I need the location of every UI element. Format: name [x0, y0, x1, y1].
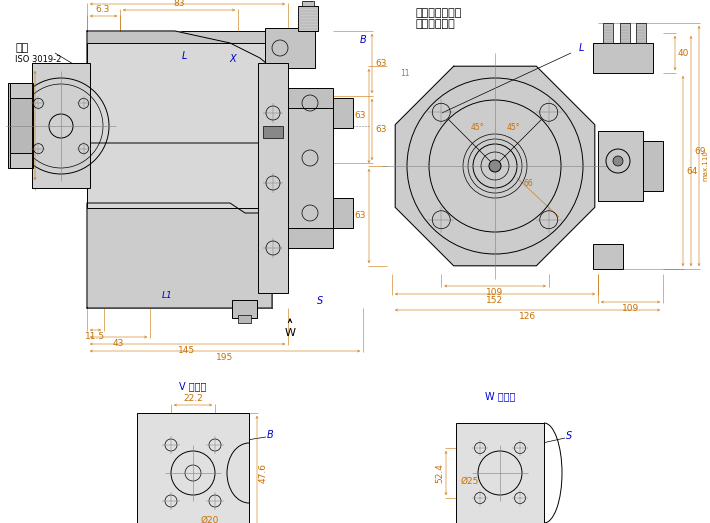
- Text: B: B: [360, 35, 366, 45]
- Text: V: V: [305, 1, 313, 11]
- Text: Ø80: Ø80: [18, 118, 26, 134]
- Text: -0.046: -0.046: [28, 121, 33, 141]
- Text: 195: 195: [217, 353, 234, 362]
- Bar: [636, 23, 646, 43]
- Bar: [232, 300, 257, 318]
- Polygon shape: [87, 203, 272, 308]
- Text: 法兰: 法兰: [15, 43, 28, 53]
- Bar: [32, 63, 87, 188]
- Text: 108: 108: [178, 0, 196, 2]
- Text: 109: 109: [486, 288, 503, 297]
- Text: Ø25: Ø25: [461, 476, 479, 485]
- Bar: [87, 38, 272, 308]
- Bar: [593, 43, 653, 73]
- Text: 22.2: 22.2: [183, 394, 203, 403]
- Text: L1: L1: [162, 290, 173, 300]
- Bar: [258, 63, 288, 293]
- Bar: [10, 83, 32, 168]
- Bar: [87, 68, 272, 153]
- Bar: [32, 67, 90, 185]
- Text: V 向视图: V 向视图: [180, 381, 207, 391]
- Bar: [10, 98, 32, 153]
- Text: 11.5: 11.5: [85, 332, 105, 341]
- Text: 126: 126: [519, 312, 536, 321]
- Text: W 向视图: W 向视图: [485, 391, 515, 401]
- Bar: [298, 6, 318, 31]
- Text: 109: 109: [622, 304, 639, 313]
- Circle shape: [613, 156, 623, 166]
- Text: B: B: [267, 430, 274, 440]
- Bar: [265, 28, 315, 68]
- Text: S: S: [317, 296, 323, 306]
- Bar: [333, 98, 353, 128]
- Text: Ø20: Ø20: [201, 516, 219, 523]
- Bar: [263, 126, 283, 138]
- Text: 66: 66: [523, 179, 532, 188]
- Text: 63: 63: [375, 126, 386, 134]
- Text: 63: 63: [375, 60, 386, 69]
- Text: 40: 40: [678, 49, 689, 58]
- Text: 43: 43: [112, 339, 124, 348]
- Bar: [10, 103, 32, 148]
- Text: 83: 83: [173, 0, 185, 8]
- Bar: [643, 141, 663, 191]
- Bar: [302, 1, 314, 6]
- Text: max.110: max.110: [702, 151, 708, 181]
- Bar: [87, 43, 272, 208]
- Text: W: W: [285, 328, 295, 338]
- Text: S: S: [566, 431, 572, 441]
- Bar: [87, 31, 272, 68]
- Text: 63: 63: [354, 211, 366, 221]
- Bar: [288, 88, 333, 108]
- Bar: [598, 131, 643, 201]
- Bar: [288, 228, 333, 248]
- Text: ISO 3019-2: ISO 3019-2: [15, 54, 61, 63]
- Text: 6.3: 6.3: [96, 5, 110, 14]
- Text: 64: 64: [686, 166, 697, 176]
- Bar: [32, 63, 90, 188]
- Text: L: L: [579, 43, 584, 53]
- Bar: [456, 423, 544, 523]
- Bar: [8, 83, 33, 168]
- Text: 63: 63: [354, 111, 366, 120]
- Text: 45°: 45°: [506, 123, 520, 132]
- Text: X: X: [230, 54, 236, 64]
- Text: 69: 69: [694, 146, 706, 155]
- Text: 47.6: 47.6: [259, 463, 268, 483]
- Bar: [603, 23, 613, 43]
- Bar: [620, 23, 630, 43]
- Text: 顺时针旋转时，: 顺时针旋转时，: [415, 8, 462, 18]
- Polygon shape: [87, 31, 272, 143]
- Bar: [137, 413, 249, 523]
- Text: 0: 0: [28, 112, 33, 120]
- Text: 152: 152: [486, 296, 503, 305]
- Circle shape: [489, 160, 501, 172]
- Polygon shape: [395, 66, 595, 266]
- Text: 45°: 45°: [470, 123, 484, 132]
- Text: 11: 11: [400, 69, 410, 77]
- Bar: [238, 315, 251, 323]
- Bar: [288, 98, 333, 228]
- Text: 阀的安装位置: 阀的安装位置: [415, 19, 454, 29]
- Bar: [333, 198, 353, 228]
- Text: 52.4: 52.4: [435, 463, 444, 483]
- Text: 145: 145: [178, 346, 195, 355]
- Bar: [593, 244, 623, 269]
- Text: L: L: [181, 51, 187, 61]
